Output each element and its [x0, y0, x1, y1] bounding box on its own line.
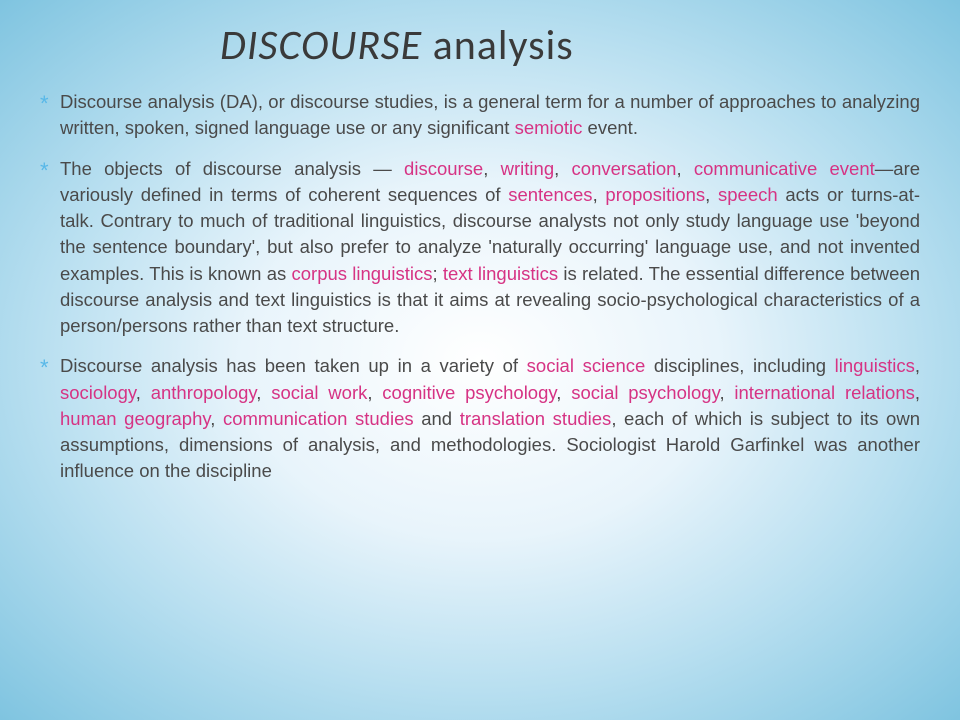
bullet-item: Discourse analysis (DA), or discourse st…	[40, 89, 920, 142]
bullet-item: Discourse analysis has been taken up in …	[40, 353, 920, 484]
slide-title: DISCOURSE analysis	[220, 20, 920, 71]
bullet-item: The objects of discourse analysis — disc…	[40, 156, 920, 340]
slide-content: Discourse analysis (DA), or discourse st…	[40, 89, 920, 485]
